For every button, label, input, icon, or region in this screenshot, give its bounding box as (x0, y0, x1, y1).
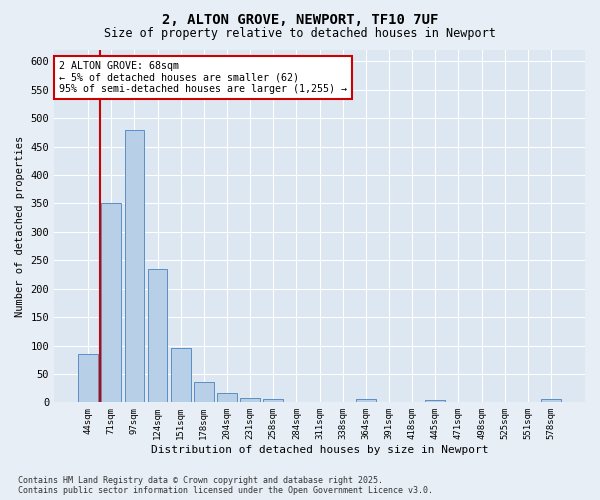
Text: Size of property relative to detached houses in Newport: Size of property relative to detached ho… (104, 28, 496, 40)
Text: 2, ALTON GROVE, NEWPORT, TF10 7UF: 2, ALTON GROVE, NEWPORT, TF10 7UF (162, 12, 438, 26)
Bar (125, 130, 144, 402)
Y-axis label: Number of detached properties: Number of detached properties (15, 136, 25, 317)
Bar (217, 392, 237, 402)
Bar (171, 348, 191, 403)
Bar (78, 354, 98, 403)
Text: 2 ALTON GROVE: 68sqm
← 5% of detached houses are smaller (62)
95% of semi-detach: 2 ALTON GROVE: 68sqm ← 5% of detached ho… (59, 60, 347, 94)
Bar (101, 204, 121, 402)
Bar (541, 400, 561, 402)
Bar (356, 400, 376, 402)
Bar (425, 400, 445, 402)
Text: Contains HM Land Registry data © Crown copyright and database right 2025.
Contai: Contains HM Land Registry data © Crown c… (18, 476, 433, 495)
Bar (241, 398, 260, 402)
Bar (263, 400, 283, 402)
Bar (148, 269, 167, 402)
X-axis label: Distribution of detached houses by size in Newport: Distribution of detached houses by size … (151, 445, 488, 455)
Bar (194, 382, 214, 402)
